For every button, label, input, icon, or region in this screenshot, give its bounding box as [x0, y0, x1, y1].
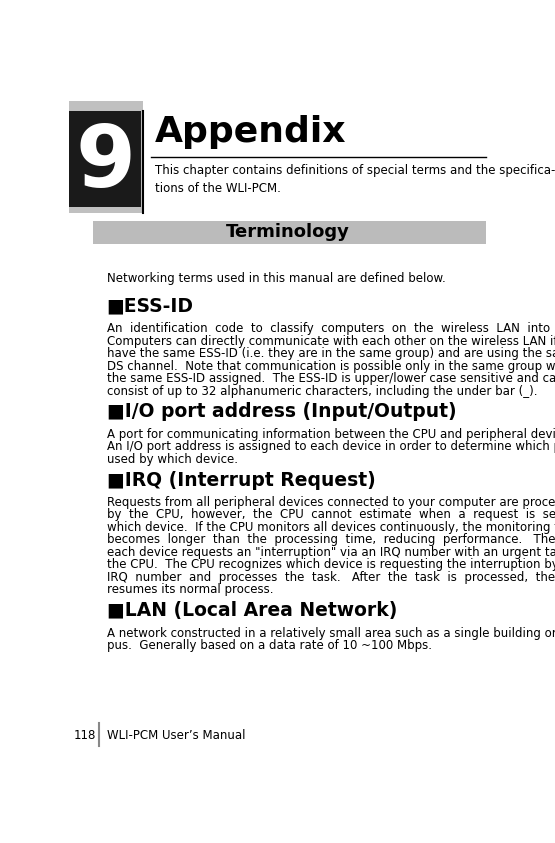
- FancyBboxPatch shape: [69, 111, 140, 207]
- Text: used by which device.: used by which device.: [107, 453, 238, 465]
- Text: Requests from all peripheral devices connected to your computer are processed: Requests from all peripheral devices con…: [107, 496, 555, 509]
- Text: An I/O port address is assigned to each device in order to determine which port : An I/O port address is assigned to each …: [107, 440, 555, 454]
- FancyBboxPatch shape: [93, 221, 486, 244]
- Text: WLI-PCM User’s Manual: WLI-PCM User’s Manual: [107, 729, 245, 742]
- Text: IRQ  number  and  processes  the  task.   After  the  task  is  processed,  the : IRQ number and processes the task. After…: [107, 571, 555, 584]
- Text: pus.  Generally based on a data rate of 10 ~100 Mbps.: pus. Generally based on a data rate of 1…: [107, 639, 432, 652]
- Text: ■ESS-ID: ■ESS-ID: [107, 297, 194, 316]
- Text: ■IRQ (Interrupt Request): ■IRQ (Interrupt Request): [107, 470, 375, 490]
- Text: ■I/O port address (Input/Output): ■I/O port address (Input/Output): [107, 402, 456, 422]
- Text: A network constructed in a relatively small area such as a single building or ca: A network constructed in a relatively sm…: [107, 626, 555, 640]
- Text: which device.  If the CPU monitors all devices continuously, the monitoring time: which device. If the CPU monitors all de…: [107, 521, 555, 534]
- Text: the CPU.  The CPU recognizes which device is requesting the interruption by its: the CPU. The CPU recognizes which device…: [107, 558, 555, 572]
- Text: This chapter contains definitions of special terms and the specifica-
tions of t: This chapter contains definitions of spe…: [155, 164, 555, 196]
- Text: An  identification  code  to  classify  computers  on  the  wireless  LAN  into : An identification code to classify compu…: [107, 322, 555, 336]
- Text: A port for communicating information between the CPU and peripheral devices.: A port for communicating information bet…: [107, 427, 555, 441]
- Text: Networking terms used in this manual are defined below.: Networking terms used in this manual are…: [107, 272, 445, 285]
- Text: 118: 118: [74, 729, 96, 742]
- Text: consist of up to 32 alphanumeric characters, including the under bar (_).: consist of up to 32 alphanumeric charact…: [107, 384, 537, 398]
- Text: Terminology: Terminology: [226, 223, 350, 241]
- Text: resumes its normal process.: resumes its normal process.: [107, 583, 273, 596]
- Text: ■LAN (Local Area Network): ■LAN (Local Area Network): [107, 601, 397, 620]
- Text: becomes  longer  than  the  processing  time,  reducing  performance.   Therefor: becomes longer than the processing time,…: [107, 534, 555, 546]
- FancyBboxPatch shape: [69, 101, 143, 212]
- Text: DS channel.  Note that communication is possible only in the same group with: DS channel. Note that communication is p…: [107, 360, 555, 373]
- Text: each device requests an "interruption" via an IRQ number with an urgent task for: each device requests an "interruption" v…: [107, 546, 555, 559]
- Text: the same ESS-ID assigned.  The ESS-ID is upper/lower case sensitive and can: the same ESS-ID assigned. The ESS-ID is …: [107, 372, 555, 385]
- Text: by  the  CPU,  however,  the  CPU  cannot  estimate  when  a  request  is  sent : by the CPU, however, the CPU cannot esti…: [107, 508, 555, 522]
- Text: 9: 9: [75, 121, 135, 205]
- Text: Computers can directly communicate with each other on the wireless LAN if they: Computers can directly communicate with …: [107, 335, 555, 347]
- Text: have the same ESS-ID (i.e. they are in the same group) and are using the same: have the same ESS-ID (i.e. they are in t…: [107, 347, 555, 360]
- Text: Appendix: Appendix: [155, 115, 346, 149]
